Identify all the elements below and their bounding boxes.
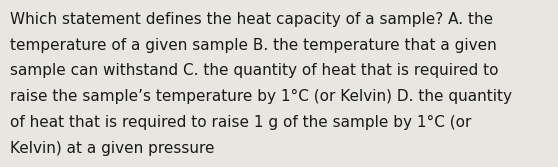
Text: Kelvin) at a given pressure: Kelvin) at a given pressure [10,141,214,156]
Text: raise the sample’s temperature by 1°C (or Kelvin) D. the quantity: raise the sample’s temperature by 1°C (o… [10,89,512,104]
Text: Which statement defines the heat capacity of a sample? A. the: Which statement defines the heat capacit… [10,12,493,27]
Text: sample can withstand C. the quantity of heat that is required to: sample can withstand C. the quantity of … [10,63,498,78]
Text: of heat that is required to raise 1 g of the sample by 1°C (or: of heat that is required to raise 1 g of… [10,115,472,130]
Text: temperature of a given sample B. the temperature that a given: temperature of a given sample B. the tem… [10,38,497,53]
